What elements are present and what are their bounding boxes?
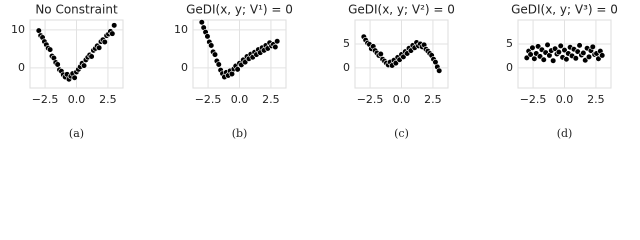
caption: (a) [69, 127, 84, 140]
point [377, 50, 384, 58]
point [540, 56, 547, 63]
point [111, 22, 118, 29]
y-tick-label: 0 [181, 61, 188, 74]
x-tick-label: 2.5 [587, 93, 605, 106]
x-tick-label: −2.5 [32, 93, 59, 106]
x-tick-label: −2.5 [520, 93, 547, 106]
point [563, 56, 570, 63]
point [580, 49, 587, 57]
y-tick-label: 0 [343, 61, 350, 74]
x-tick-label: 0.0 [393, 93, 411, 106]
point [531, 55, 538, 62]
point [204, 33, 211, 40]
point [242, 59, 249, 66]
y-tick-label: 5 [343, 37, 350, 50]
point [109, 30, 116, 37]
y-tick-label: 10 [174, 23, 188, 36]
x-tick-label: 2.5 [262, 93, 280, 106]
chart-title: GeDI(x, y; V¹) = 0 [186, 3, 293, 17]
point [589, 43, 596, 50]
x-tick-label: 2.5 [99, 93, 117, 106]
x-tick-label: −2.5 [357, 93, 384, 106]
point [576, 42, 583, 49]
point [272, 43, 279, 51]
point [234, 66, 241, 73]
figure: −2.5 0.0 2.5 0 10 No Constraint (a) −2.5 0.0 2.5 0… [11, 3, 618, 141]
x-tick-label: 0.0 [68, 93, 86, 106]
caption: (b) [232, 127, 248, 140]
x-tick-label: 0.0 [556, 93, 574, 106]
point [96, 44, 103, 51]
point [555, 48, 562, 56]
point [550, 57, 557, 64]
point [101, 38, 108, 46]
point [585, 53, 593, 60]
x-tick-label: −2.5 [195, 93, 222, 106]
point [71, 74, 78, 81]
point [80, 62, 88, 69]
point [436, 67, 443, 74]
point [274, 38, 281, 45]
point [215, 61, 222, 68]
point [88, 53, 95, 60]
y-tick-label: 5 [506, 37, 513, 50]
x-tick-label: 2.5 [424, 93, 442, 106]
point [54, 61, 61, 68]
y-tick-label: 0 [506, 61, 513, 74]
point [47, 46, 54, 53]
x-tick-label: 0.0 [231, 93, 249, 106]
caption: (d) [557, 127, 573, 140]
point [544, 41, 551, 49]
chart-title: GeDI(x, y; V²) = 0 [348, 3, 455, 17]
y-tick-label: 0 [18, 61, 25, 74]
point [599, 52, 606, 59]
chart-title: GeDI(x, y; V³) = 0 [511, 3, 618, 17]
chart-title: No Constraint [35, 3, 118, 17]
point [572, 55, 579, 62]
caption: (c) [394, 127, 409, 140]
point [198, 19, 205, 26]
point [557, 42, 564, 49]
y-tick-label: 10 [11, 23, 25, 36]
point [529, 44, 536, 51]
point [211, 51, 219, 58]
point [208, 42, 215, 49]
